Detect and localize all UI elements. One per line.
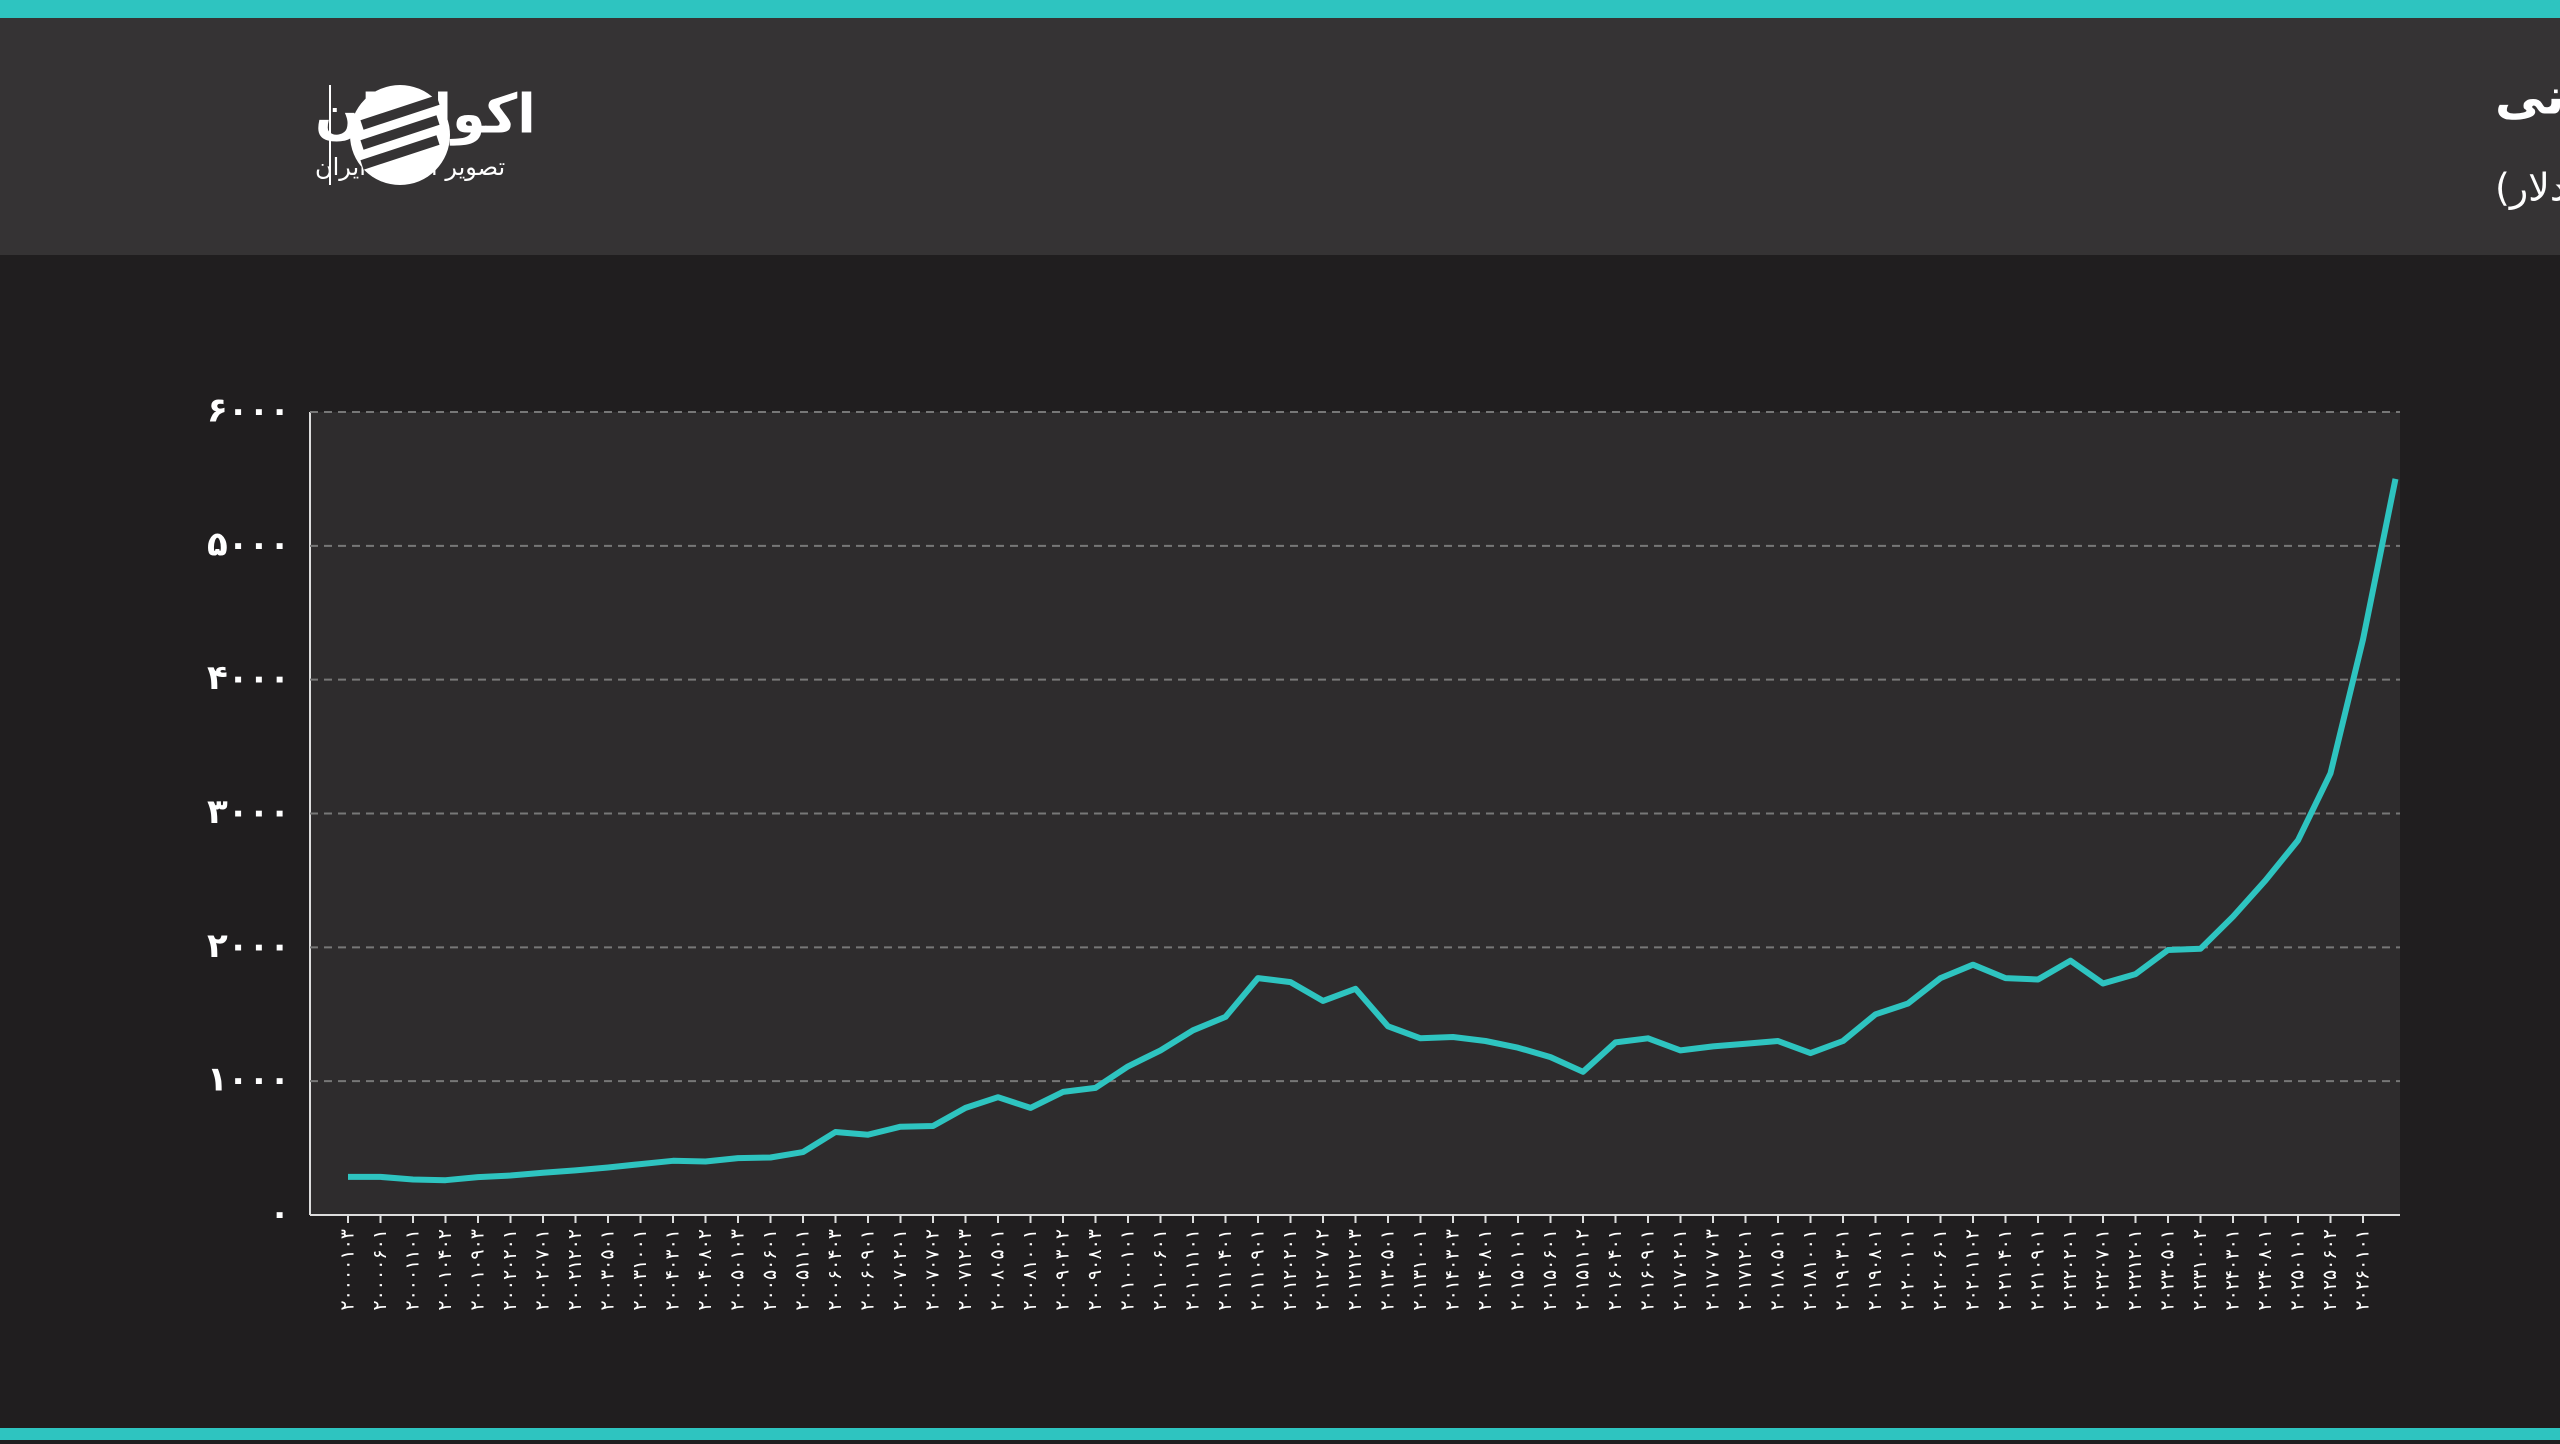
y-tick-label: ۵۰۰۰ bbox=[207, 524, 290, 564]
x-tick-label: ۲۰۲۰۰۱۰۱ bbox=[1897, 1229, 1919, 1311]
x-tick-label: ۲۰۰۰۰۱۰۳ bbox=[337, 1229, 359, 1311]
x-tick-label: ۲۰۲۳۱۰۰۲ bbox=[2189, 1229, 2211, 1311]
top-bar bbox=[0, 0, 2560, 18]
y-tick-label: ۱۰۰۰ bbox=[207, 1060, 290, 1100]
x-tick-label: ۲۰۱۴۰۸۰۱ bbox=[1474, 1229, 1496, 1311]
x-tick-label: ۲۰۲۰۱۱۰۲ bbox=[1962, 1229, 1984, 1311]
x-tick-label: ۲۰۲۲۰۲۰۱ bbox=[2059, 1229, 2081, 1311]
x-tick-label: ۲۰۰۸۰۵۰۱ bbox=[987, 1229, 1009, 1311]
x-tick-label: ۲۰۱۲۰۷۰۲ bbox=[1312, 1229, 1334, 1311]
x-tick-label: ۲۰۰۵۰۶۰۱ bbox=[759, 1229, 781, 1311]
x-tick-label: ۲۰۰۵۱۱۰۱ bbox=[792, 1229, 814, 1311]
y-tick-label: ۲۰۰۰ bbox=[207, 926, 290, 966]
x-tick-label: ۲۰۰۷۱۲۰۳ bbox=[954, 1229, 976, 1311]
x-tick-label: ۲۰۱۵۰۱۰۱ bbox=[1507, 1229, 1529, 1311]
x-tick-label: ۲۰۱۷۰۷۰۳ bbox=[1702, 1229, 1724, 1311]
chart-subtitle: (واحد: دلار) bbox=[2495, 166, 2560, 211]
x-tick-label: ۲۰۱۷۰۲۰۱ bbox=[1669, 1229, 1691, 1311]
logo: اکوایران تصویر اقتصاد ایران bbox=[315, 83, 536, 185]
x-tick-label: ۲۰۲۶۰۱۰۱ bbox=[2352, 1229, 2374, 1311]
x-tick-label: ۲۰۰۶۰۹۰۱ bbox=[857, 1229, 879, 1311]
x-tick-label: ۲۰۰۰۰۶۰۱ bbox=[369, 1229, 391, 1311]
x-tick-label: ۲۰۱۳۱۰۰۱ bbox=[1409, 1229, 1431, 1311]
x-tick-label: ۲۰۱۵۰۶۰۱ bbox=[1539, 1229, 1561, 1311]
x-tick-label: ۲۰۱۵۱۱۰۲ bbox=[1572, 1229, 1594, 1311]
x-tick-label: ۲۰۱۰۰۱۰۱ bbox=[1117, 1229, 1139, 1311]
chart-title: قیمت هر اونس طلای جهانی bbox=[2495, 68, 2560, 127]
x-tick-label: ۲۰۱۸۱۰۰۱ bbox=[1799, 1229, 1821, 1311]
x-tick-label: ۲۰۲۵۰۶۰۲ bbox=[2319, 1229, 2341, 1311]
x-tick-label: ۲۰۱۹۰۸۰۱ bbox=[1864, 1229, 1886, 1311]
x-tick-label: ۲۰۱۲۱۲۰۳ bbox=[1344, 1229, 1366, 1311]
x-tick-label: ۲۰۱۱۰۴۰۱ bbox=[1214, 1229, 1236, 1311]
x-tick-label: ۲۰۰۰۱۱۰۱ bbox=[402, 1229, 424, 1311]
x-tick-label: ۲۰۰۳۰۵۰۱ bbox=[597, 1229, 619, 1311]
x-tick-label: ۲۰۲۲۱۲۰۱ bbox=[2124, 1229, 2146, 1311]
bottom-bar bbox=[0, 1428, 2560, 1440]
x-tick-label: ۲۰۱۱۰۹۰۱ bbox=[1247, 1229, 1269, 1311]
y-tick-label: ۴۰۰۰ bbox=[207, 658, 290, 698]
x-tick-label: ۲۰۰۱۰۹۰۳ bbox=[467, 1229, 489, 1311]
x-tick-label: ۲۰۲۰۰۶۰۱ bbox=[1929, 1229, 1951, 1311]
x-tick-label: ۲۰۰۳۱۰۰۱ bbox=[629, 1229, 651, 1311]
x-tick-label: ۲۰۰۵۰۱۰۳ bbox=[727, 1229, 749, 1311]
x-tick-label: ۲۰۲۴۰۳۰۱ bbox=[2222, 1229, 2244, 1311]
x-tick-label: ۲۰۰۴۰۳۰۱ bbox=[662, 1229, 684, 1311]
x-tick-label: ۲۰۰۲۰۲۰۱ bbox=[499, 1229, 521, 1311]
x-tick-label: ۲۰۰۷۰۷۰۲ bbox=[922, 1229, 944, 1311]
logo-stripes bbox=[360, 95, 440, 170]
x-tick-label: ۲۰۰۴۰۸۰۲ bbox=[694, 1229, 716, 1311]
x-tick-label: ۲۰۰۶۰۴۰۳ bbox=[824, 1229, 846, 1311]
x-tick-label: ۲۰۱۲۰۲۰۱ bbox=[1279, 1229, 1301, 1311]
x-tick-label: ۲۰۱۴۰۳۰۳ bbox=[1442, 1229, 1464, 1311]
y-tick-label: ۳۰۰۰ bbox=[207, 792, 290, 832]
x-tick-label: ۲۰۲۱۰۹۰۱ bbox=[2027, 1229, 2049, 1311]
x-tick-label: ۲۰۱۷۱۲۰۱ bbox=[1734, 1229, 1756, 1311]
x-tick-label: ۲۰۰۲۱۲۰۲ bbox=[564, 1229, 586, 1311]
x-tick-label: ۲۰۱۸۰۵۰۱ bbox=[1767, 1229, 1789, 1311]
x-tick-label: ۲۰۱۰۱۱۰۱ bbox=[1182, 1229, 1204, 1311]
x-tick-label: ۲۰۱۶۰۴۰۱ bbox=[1604, 1229, 1626, 1311]
x-tick-label: ۲۰۱۳۰۵۰۱ bbox=[1377, 1229, 1399, 1311]
x-tick-label: ۲۰۱۹۰۳۰۱ bbox=[1832, 1229, 1854, 1311]
x-tick-label: ۲۰۲۵۰۱۰۱ bbox=[2287, 1229, 2309, 1311]
x-tick-label: ۲۰۱۰۰۶۰۱ bbox=[1149, 1229, 1171, 1311]
x-tick-label: ۲۰۰۱۰۴۰۲ bbox=[434, 1229, 456, 1311]
x-tick-label: ۲۰۰۹۰۸۰۳ bbox=[1084, 1229, 1106, 1311]
y-tick-label: ۰ bbox=[269, 1194, 290, 1234]
x-tick-label: ۲۰۲۱۰۴۰۱ bbox=[1994, 1229, 2016, 1311]
x-tick-label: ۲۰۲۲۰۷۰۱ bbox=[2092, 1229, 2114, 1311]
price-line bbox=[348, 478, 2399, 1184]
y-tick-label: ۶۰۰۰ bbox=[207, 391, 290, 431]
x-tick-label: ۲۰۰۷۰۲۰۱ bbox=[889, 1229, 911, 1311]
x-tick-label: ۲۰۲۴۰۸۰۱ bbox=[2254, 1229, 2276, 1311]
x-tick-label: ۲۰۰۸۱۰۰۱ bbox=[1019, 1229, 1041, 1311]
x-tick-label: ۲۰۲۳۰۵۰۱ bbox=[2157, 1229, 2179, 1311]
x-tick-label: ۲۰۱۶۰۹۰۱ bbox=[1637, 1229, 1659, 1311]
x-tick-label: ۲۰۰۲۰۷۰۱ bbox=[532, 1229, 554, 1311]
x-tick-label: ۲۰۰۹۰۳۰۲ bbox=[1052, 1229, 1074, 1311]
